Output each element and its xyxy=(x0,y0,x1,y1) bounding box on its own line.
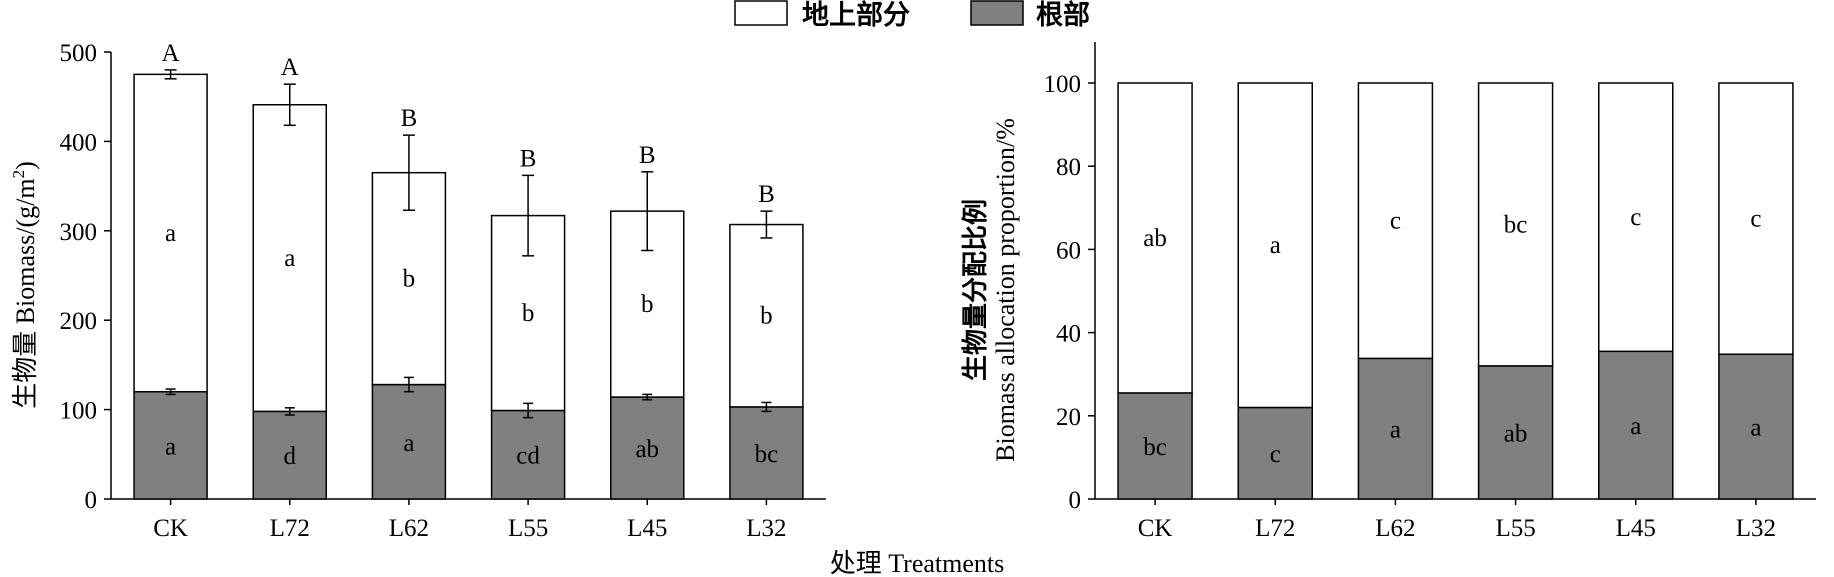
biomass-aboveground-bar xyxy=(133,73,208,393)
allocation-root-significance-letter: ab xyxy=(1504,420,1528,447)
allocation-aboveground-bar xyxy=(1718,82,1794,355)
biomass-y-tick-label: 500 xyxy=(60,40,98,67)
biomass-y-tick-label: 400 xyxy=(60,129,98,156)
biomass-x-tick-label: L62 xyxy=(389,515,429,542)
allocation-x-tick-label: CK xyxy=(1138,515,1173,542)
biomass-x-tick-label: CK xyxy=(153,515,188,542)
allocation-ylabel-en: Biomass allocation proportion/% xyxy=(991,118,1020,462)
allocation-aboveground-significance-letter: c xyxy=(1630,204,1641,231)
biomass-total-significance-letter: B xyxy=(639,142,656,169)
allocation-root-significance-letter: a xyxy=(1390,417,1401,444)
biomass-total-significance-letter: A xyxy=(281,54,299,81)
allocation-x-tick-label: L45 xyxy=(1616,515,1656,542)
legend-swatch-root xyxy=(970,0,1024,26)
allocation-aboveground-significance-letter: a xyxy=(1270,232,1281,259)
allocation-y-tick-label: 60 xyxy=(1056,237,1081,264)
allocation-x-tick-label: L32 xyxy=(1736,515,1776,542)
x-axis-label: 处理 Treatments xyxy=(830,549,1005,577)
biomass-aboveground-significance-letter: b xyxy=(641,291,654,318)
legend-label-aboveground: 地上部分 xyxy=(802,0,910,31)
allocation-root-bar xyxy=(1477,365,1554,500)
biomass-aboveground-significance-letter: a xyxy=(165,220,176,247)
allocation-y-tick-label: 80 xyxy=(1056,154,1081,181)
biomass-x-tick-label: L45 xyxy=(627,515,667,542)
legend-swatch-aboveground xyxy=(734,0,788,26)
allocation-bars xyxy=(1117,82,1794,500)
biomass-bars xyxy=(133,69,804,500)
allocation-labels: bc ab c a a c ab bc a c a c xyxy=(1143,204,1761,468)
biomass-root-significance-letter: d xyxy=(284,443,297,470)
biomass-y-tick-label: 300 xyxy=(60,219,98,246)
allocation-y-tick-label: 100 xyxy=(1044,71,1082,98)
allocation-root-bar xyxy=(1237,406,1313,500)
biomass-root-bar xyxy=(371,383,447,500)
allocation-root-significance-letter: a xyxy=(1630,413,1641,440)
biomass-root-significance-letter: a xyxy=(403,430,414,457)
biomass-root-bar xyxy=(729,406,804,500)
allocation-aboveground-bar xyxy=(1237,82,1313,409)
biomass-root-significance-letter: bc xyxy=(755,441,779,468)
biomass-total-significance-letter: B xyxy=(520,145,537,172)
allocation-y-tick-label: 20 xyxy=(1056,404,1081,431)
biomass-axes: 0 100 200 300 400 500 CK L72 L62 L55 L45 L32 xyxy=(60,40,826,542)
biomass-aboveground-bar xyxy=(729,223,804,408)
allocation-root-bar xyxy=(1718,353,1794,500)
allocation-y-tick-label: 40 xyxy=(1056,321,1081,348)
allocation-root-significance-letter: bc xyxy=(1143,434,1167,461)
allocation-root-significance-letter: a xyxy=(1750,415,1761,442)
allocation-aboveground-bar xyxy=(1477,82,1554,367)
biomass-aboveground-significance-letter: b xyxy=(760,303,773,330)
allocation-y-tick-label: 0 xyxy=(1069,487,1082,514)
biomass-aboveground-bar xyxy=(252,103,327,413)
allocation-aboveground-significance-letter: bc xyxy=(1504,211,1528,238)
biomass-x-tick-label: L55 xyxy=(508,515,548,542)
allocation-x-tick-label: L72 xyxy=(1255,515,1295,542)
biomass-root-significance-letter: cd xyxy=(516,443,540,470)
biomass-aboveground-significance-letter: b xyxy=(403,266,416,293)
allocation-aboveground-bar xyxy=(1357,82,1434,360)
biomass-root-bar xyxy=(133,390,208,500)
biomass-root-bar xyxy=(610,396,685,500)
biomass-ylabel: 生物量 Biomass/(g/m2) xyxy=(9,161,40,409)
biomass-aboveground-significance-letter: a xyxy=(284,245,295,272)
biomass-y-tick-label: 0 xyxy=(85,487,98,514)
biomass-root-significance-letter: a xyxy=(165,433,176,460)
biomass-aboveground-significance-letter: b xyxy=(522,300,535,327)
allocation-aboveground-bar xyxy=(1117,82,1193,394)
biomass-root-bar xyxy=(252,410,327,500)
allocation-aboveground-bar xyxy=(1598,82,1674,353)
allocation-aboveground-significance-letter: ab xyxy=(1143,225,1167,252)
allocation-root-significance-letter: c xyxy=(1270,441,1281,468)
biomass-total-significance-letter: B xyxy=(401,105,418,132)
biomass-y-tick-label: 100 xyxy=(60,398,98,425)
biomass-total-significance-letter: B xyxy=(758,181,775,208)
legend-label-root: 根部 xyxy=(1036,0,1090,31)
allocation-x-tick-label: L55 xyxy=(1495,515,1535,542)
allocation-aboveground-significance-letter: c xyxy=(1750,206,1761,233)
biomass-total-significance-letter: A xyxy=(162,40,180,67)
allocation-axes: 0 20 40 60 80 100 CK L72 L62 L55 L45 L32 xyxy=(1044,42,1816,542)
biomass-root-significance-letter: ab xyxy=(635,436,659,463)
biomass-chart: 0 100 200 300 400 500 CK L72 L62 L55 L45 L32 Aa a Ad a… xyxy=(9,40,826,542)
biomass-root-bar xyxy=(490,409,566,500)
biomass-x-tick-label: L72 xyxy=(270,515,310,542)
allocation-ylabel-cn: 生物量分配比例 xyxy=(961,199,991,381)
allocation-root-bar xyxy=(1117,392,1193,500)
biomass-y-tick-label: 200 xyxy=(60,308,98,335)
legend: 地上部分 根部 xyxy=(734,0,1090,31)
allocation-x-tick-label: L62 xyxy=(1375,515,1415,542)
biomass-x-tick-label: L32 xyxy=(746,515,786,542)
allocation-aboveground-significance-letter: c xyxy=(1390,208,1401,235)
